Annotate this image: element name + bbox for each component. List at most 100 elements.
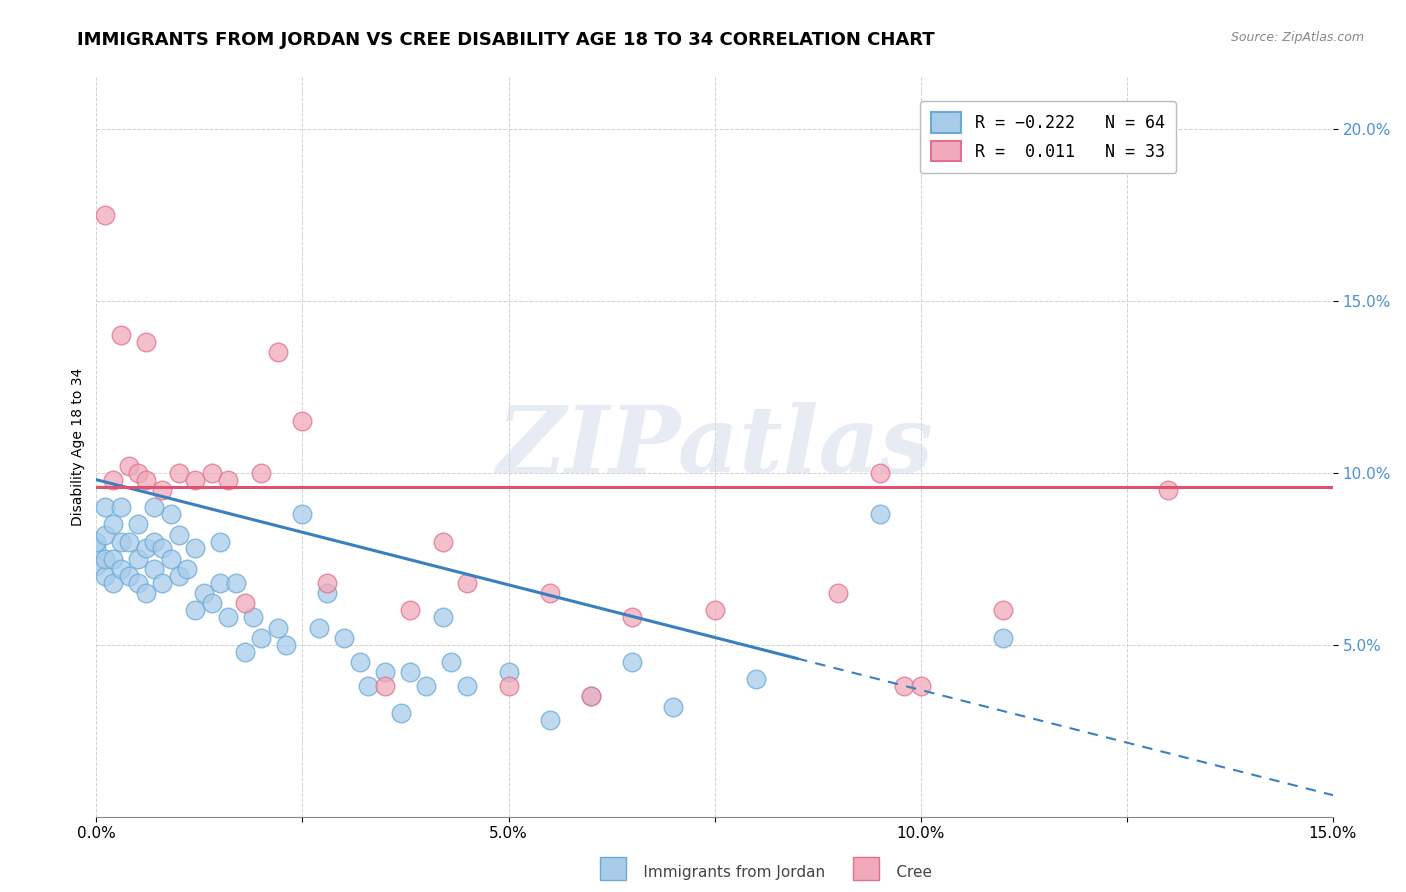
Point [135, 473, 157, 487]
Point [101, 551, 124, 566]
Point [374, 665, 396, 680]
Point [621, 655, 644, 669]
Point [1157, 483, 1180, 497]
Point [349, 655, 371, 669]
Point [101, 517, 124, 532]
Point [159, 507, 181, 521]
FancyBboxPatch shape [853, 857, 879, 880]
Point [440, 655, 463, 669]
Point [498, 679, 520, 693]
Point [101, 575, 124, 590]
Point [135, 541, 157, 556]
Point [498, 665, 520, 680]
Point [135, 586, 157, 600]
Point [135, 335, 157, 350]
Point [143, 562, 166, 576]
Point [893, 679, 915, 693]
Point [242, 610, 264, 624]
Legend: R = −0.222   N = 64, R =  0.011   N = 33: R = −0.222 N = 64, R = 0.011 N = 33 [920, 101, 1177, 173]
Text: Immigrants from Jordan: Immigrants from Jordan [619, 865, 825, 880]
Point [127, 517, 149, 532]
Point [432, 610, 454, 624]
Point [621, 610, 644, 624]
Point [267, 620, 290, 634]
Point [110, 562, 132, 576]
Point [217, 610, 239, 624]
Point [93, 551, 115, 566]
Point [110, 328, 132, 343]
Point [167, 527, 190, 541]
Point [374, 679, 396, 693]
Point [118, 569, 141, 583]
Point [127, 575, 149, 590]
Point [93, 569, 115, 583]
Point [86, 541, 108, 556]
Point [910, 679, 932, 693]
Text: Cree: Cree [872, 865, 932, 880]
Point [432, 534, 454, 549]
Point [93, 527, 115, 541]
Point [201, 466, 224, 480]
Point [201, 597, 224, 611]
Point [143, 534, 166, 549]
Point [127, 466, 149, 480]
Point [316, 586, 339, 600]
Point [184, 541, 207, 556]
Point [167, 466, 190, 480]
Point [93, 208, 115, 222]
Point [662, 699, 685, 714]
Point [332, 631, 354, 645]
Point [1074, 122, 1097, 136]
Point [316, 575, 339, 590]
Point [86, 558, 108, 573]
Point [538, 586, 561, 600]
Point [291, 414, 314, 428]
Point [118, 534, 141, 549]
Point [217, 473, 239, 487]
Point [159, 551, 181, 566]
Point [389, 706, 412, 721]
Point [357, 679, 380, 693]
Point [176, 562, 198, 576]
Point [274, 638, 297, 652]
Point [456, 575, 478, 590]
Point [118, 458, 141, 473]
Text: IMMIGRANTS FROM JORDAN VS CREE DISABILITY AGE 18 TO 34 CORRELATION CHART: IMMIGRANTS FROM JORDAN VS CREE DISABILIT… [77, 31, 935, 49]
Point [127, 551, 149, 566]
Point [703, 603, 725, 617]
Point [93, 500, 115, 515]
Point [86, 534, 108, 549]
Point [291, 507, 314, 521]
Text: Source: ZipAtlas.com: Source: ZipAtlas.com [1230, 31, 1364, 45]
Point [233, 644, 256, 658]
Point [167, 569, 190, 583]
Point [208, 534, 231, 549]
Point [101, 473, 124, 487]
Point [579, 690, 602, 704]
Point [184, 603, 207, 617]
Point [193, 586, 215, 600]
Point [869, 507, 891, 521]
Point [233, 597, 256, 611]
Point [110, 534, 132, 549]
Point [398, 603, 420, 617]
Text: ZIPatlas: ZIPatlas [496, 402, 934, 492]
Point [869, 466, 891, 480]
Point [456, 679, 478, 693]
Y-axis label: Disability Age 18 to 34: Disability Age 18 to 34 [72, 368, 86, 526]
Point [415, 679, 437, 693]
Point [150, 541, 173, 556]
Point [991, 631, 1014, 645]
Point [150, 575, 173, 590]
FancyBboxPatch shape [600, 857, 626, 880]
Point [398, 665, 420, 680]
Point [250, 466, 273, 480]
Point [579, 690, 602, 704]
Point [184, 473, 207, 487]
Point [208, 575, 231, 590]
Point [308, 620, 330, 634]
Point [827, 586, 849, 600]
Point [225, 575, 247, 590]
Point [250, 631, 273, 645]
Point [110, 500, 132, 515]
